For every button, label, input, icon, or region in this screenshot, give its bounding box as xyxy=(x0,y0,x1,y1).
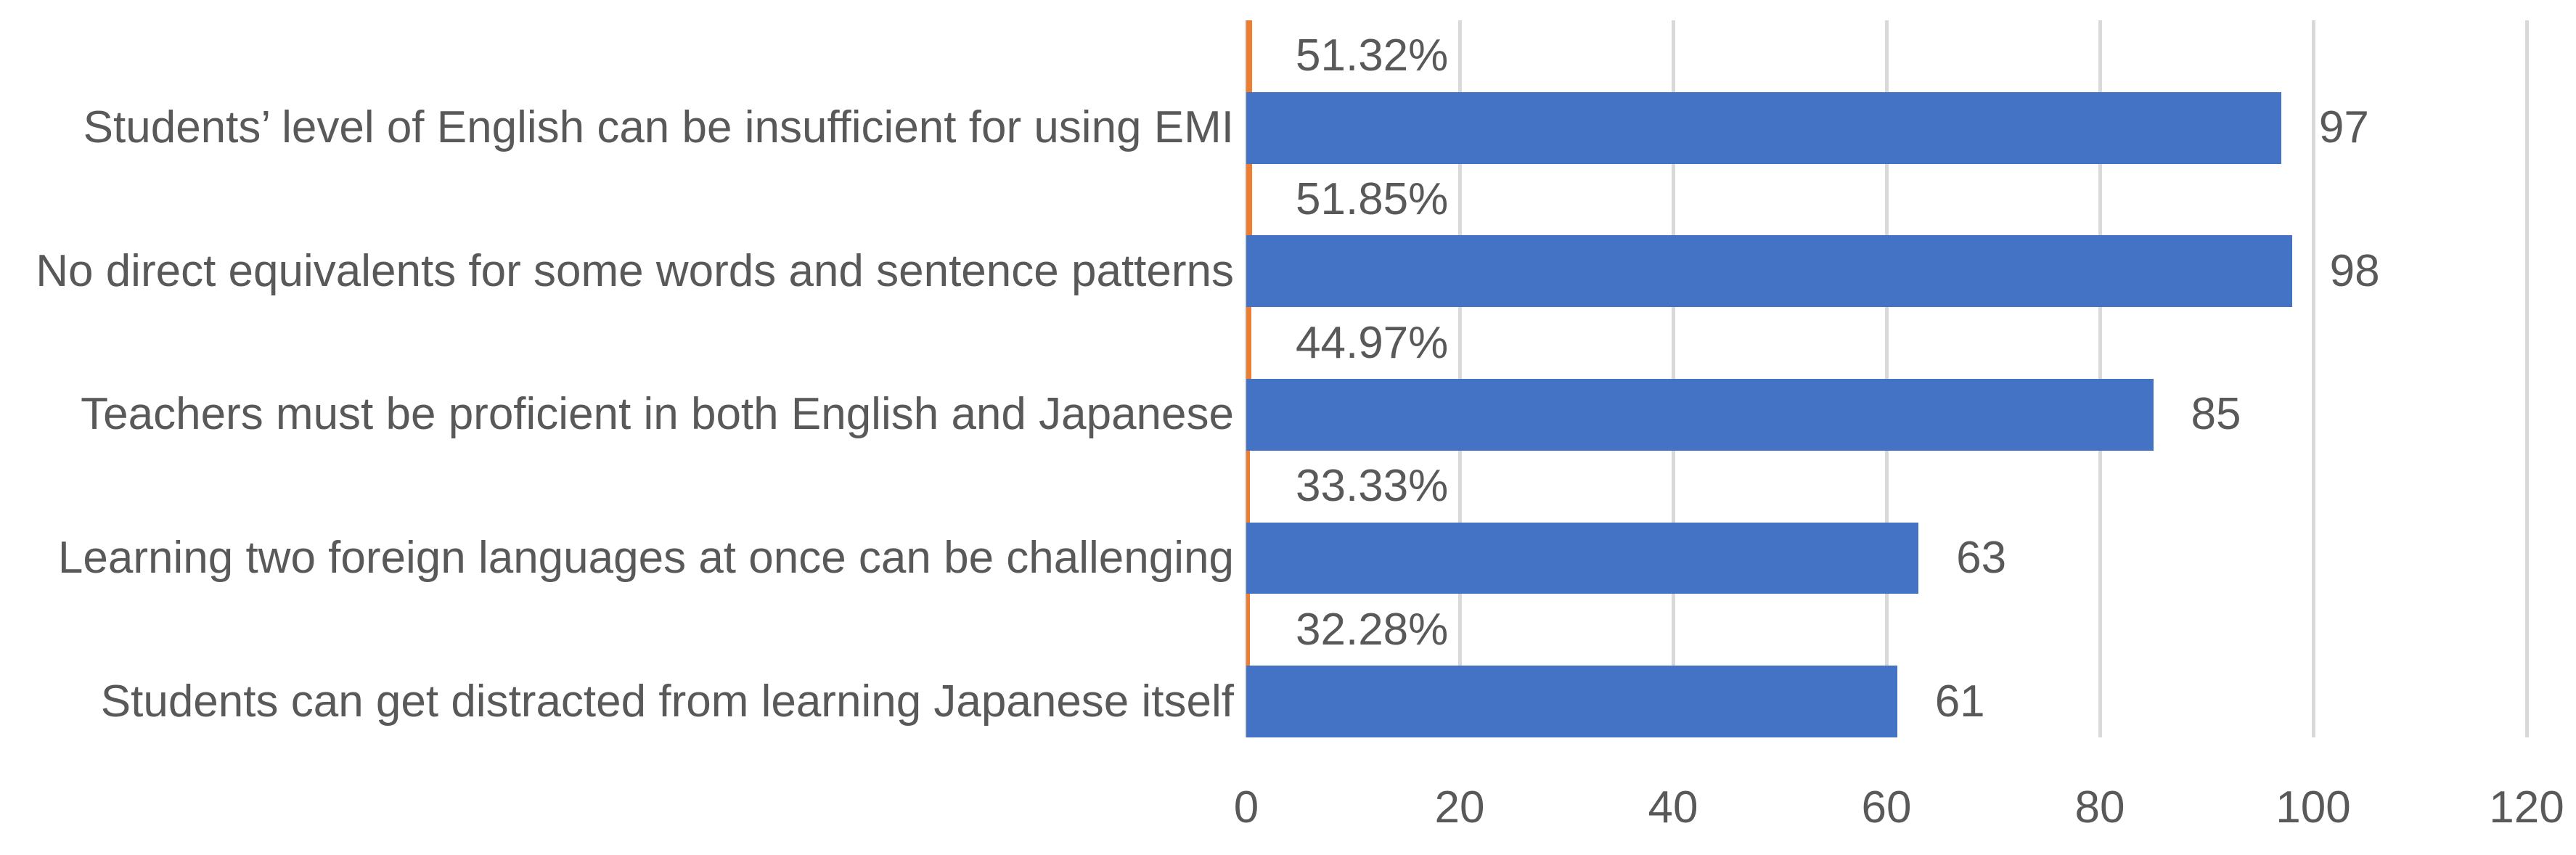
x-axis-tick-label: 100 xyxy=(2276,782,2351,832)
count-bar xyxy=(1246,91,2281,164)
percent-bar xyxy=(1246,163,1252,236)
category-label: No direct equivalents for some words and… xyxy=(36,245,1234,296)
percent-data-label: 32.28% xyxy=(1296,604,1449,655)
x-axis-tick-label: 120 xyxy=(2489,782,2564,832)
count-bar xyxy=(1246,235,2292,308)
gridline xyxy=(2311,20,2315,737)
percent-data-label: 44.97% xyxy=(1296,317,1449,368)
x-axis-tick-label: 40 xyxy=(1648,782,1698,832)
percent-bar xyxy=(1246,307,1251,379)
count-bar xyxy=(1246,666,1897,737)
percent-bar xyxy=(1246,594,1250,666)
percent-data-label: 33.33% xyxy=(1296,461,1449,512)
category-label: Learning two foreign languages at once c… xyxy=(57,533,1234,583)
percent-data-label: 51.32% xyxy=(1296,30,1449,81)
percent-bar xyxy=(1246,450,1250,523)
count-bar xyxy=(1246,379,2154,451)
x-axis-tick-label: 0 xyxy=(1233,782,1259,832)
x-axis-tick-label: 60 xyxy=(1861,782,1912,832)
x-axis-tick-label: 80 xyxy=(2074,782,2125,832)
percent-data-label: 51.85% xyxy=(1296,174,1449,224)
percent-bar xyxy=(1246,20,1252,92)
count-data-label: 85 xyxy=(2191,389,2241,440)
gridline xyxy=(2524,20,2529,737)
count-data-label: 97 xyxy=(2318,102,2369,153)
category-label: Students’ level of English can be insuff… xyxy=(83,102,1234,153)
count-bar xyxy=(1246,522,1919,594)
count-data-label: 98 xyxy=(2329,245,2380,296)
count-data-label: 63 xyxy=(1956,533,2007,583)
x-axis-tick-label: 20 xyxy=(1434,782,1485,832)
category-label: Students can get distracted from learnin… xyxy=(100,676,1234,727)
category-label: Teachers must be proficient in both Engl… xyxy=(81,389,1234,440)
count-data-label: 61 xyxy=(1934,676,1985,727)
